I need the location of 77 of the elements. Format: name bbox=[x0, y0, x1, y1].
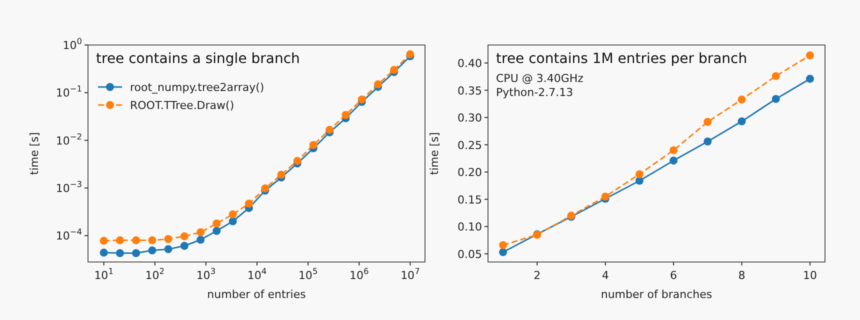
point bbox=[261, 184, 270, 192]
x-tick-label: 4 bbox=[602, 269, 609, 282]
point bbox=[132, 249, 140, 258]
annotation: CPU @ 3.40GHz bbox=[496, 72, 584, 85]
point bbox=[100, 248, 108, 257]
x-tick-label: 10$^{2}$ bbox=[145, 266, 165, 282]
y-tick-label: 10$^{−2}$ bbox=[56, 131, 82, 148]
point bbox=[772, 72, 780, 80]
point bbox=[244, 200, 253, 208]
x-tick-label: 10$^{1}$ bbox=[94, 266, 114, 282]
point bbox=[309, 140, 318, 149]
point bbox=[738, 96, 746, 104]
y-tick-label: 0.15 bbox=[458, 193, 482, 206]
text: tree contains 1M entries per branch bbox=[496, 51, 748, 67]
point bbox=[326, 126, 334, 134]
point bbox=[180, 232, 188, 240]
x-tick-label: 10 bbox=[802, 269, 817, 282]
y-tick-label: 10$^{0}$ bbox=[62, 36, 82, 52]
point bbox=[164, 235, 172, 244]
point bbox=[148, 236, 156, 244]
y-tick-label: 0.20 bbox=[458, 166, 482, 180]
point bbox=[228, 210, 237, 218]
point bbox=[212, 226, 221, 235]
x-axis-title: number of entries bbox=[207, 288, 306, 301]
point bbox=[116, 236, 124, 244]
y-tick-label: 0.05 bbox=[458, 248, 482, 261]
y-tick-label: 0.35 bbox=[458, 84, 482, 98]
point bbox=[132, 236, 140, 244]
point bbox=[374, 80, 382, 88]
y-tick-label: 0.40 bbox=[458, 56, 482, 70]
chart-title: tree contains a single branch bbox=[96, 51, 300, 67]
point bbox=[212, 219, 221, 228]
point bbox=[772, 94, 780, 103]
point bbox=[635, 176, 644, 185]
x-tick-label: 10$^{5}$ bbox=[298, 266, 318, 282]
point bbox=[704, 138, 712, 146]
x-tick-label: 10$^{4}$ bbox=[247, 266, 267, 282]
point bbox=[806, 51, 814, 60]
y-axis-title: time [s] bbox=[428, 132, 441, 175]
point bbox=[228, 217, 237, 226]
x-tick-label: 10$^{7}$ bbox=[400, 266, 420, 282]
point bbox=[670, 156, 678, 165]
x-tick-label: 6 bbox=[670, 269, 678, 282]
point bbox=[196, 236, 205, 244]
x-tick-label: 10$^{3}$ bbox=[196, 266, 216, 282]
point bbox=[358, 95, 366, 104]
point bbox=[670, 146, 678, 154]
y-tick-label: 0.10 bbox=[458, 220, 482, 234]
point bbox=[635, 170, 644, 178]
point bbox=[499, 248, 508, 256]
point bbox=[499, 241, 508, 250]
point bbox=[164, 245, 172, 254]
point bbox=[196, 228, 205, 236]
y-tick-label: 10$^{−1}$ bbox=[56, 84, 82, 100]
x-axis-title: number of branches bbox=[600, 288, 712, 301]
y-axis-title: time [s] bbox=[28, 132, 41, 175]
legend-label: ROOT.TTree.Draw() bbox=[130, 99, 234, 112]
point bbox=[277, 170, 286, 179]
x-tick-label: 8 bbox=[738, 269, 746, 282]
point bbox=[342, 110, 350, 119]
legend-label: root_numpy.tree2array() bbox=[130, 81, 264, 94]
point bbox=[390, 66, 398, 74]
point bbox=[806, 74, 814, 83]
y-tick-label: 0.25 bbox=[458, 138, 482, 152]
annotation: Python-2.7.13 bbox=[496, 86, 574, 99]
point bbox=[116, 249, 124, 258]
point bbox=[148, 246, 156, 254]
point bbox=[293, 156, 302, 165]
y-tick-label: 0.30 bbox=[458, 112, 482, 125]
y-tick-label: 10$^{−4}$ bbox=[56, 226, 82, 243]
point bbox=[100, 236, 108, 245]
x-tick-label: 2 bbox=[534, 269, 541, 282]
point bbox=[704, 118, 712, 126]
point bbox=[180, 242, 188, 250]
x-tick-label: 10$^{6}$ bbox=[350, 266, 369, 282]
point bbox=[738, 117, 746, 126]
y-tick-label: 10$^{−3}$ bbox=[56, 178, 82, 195]
